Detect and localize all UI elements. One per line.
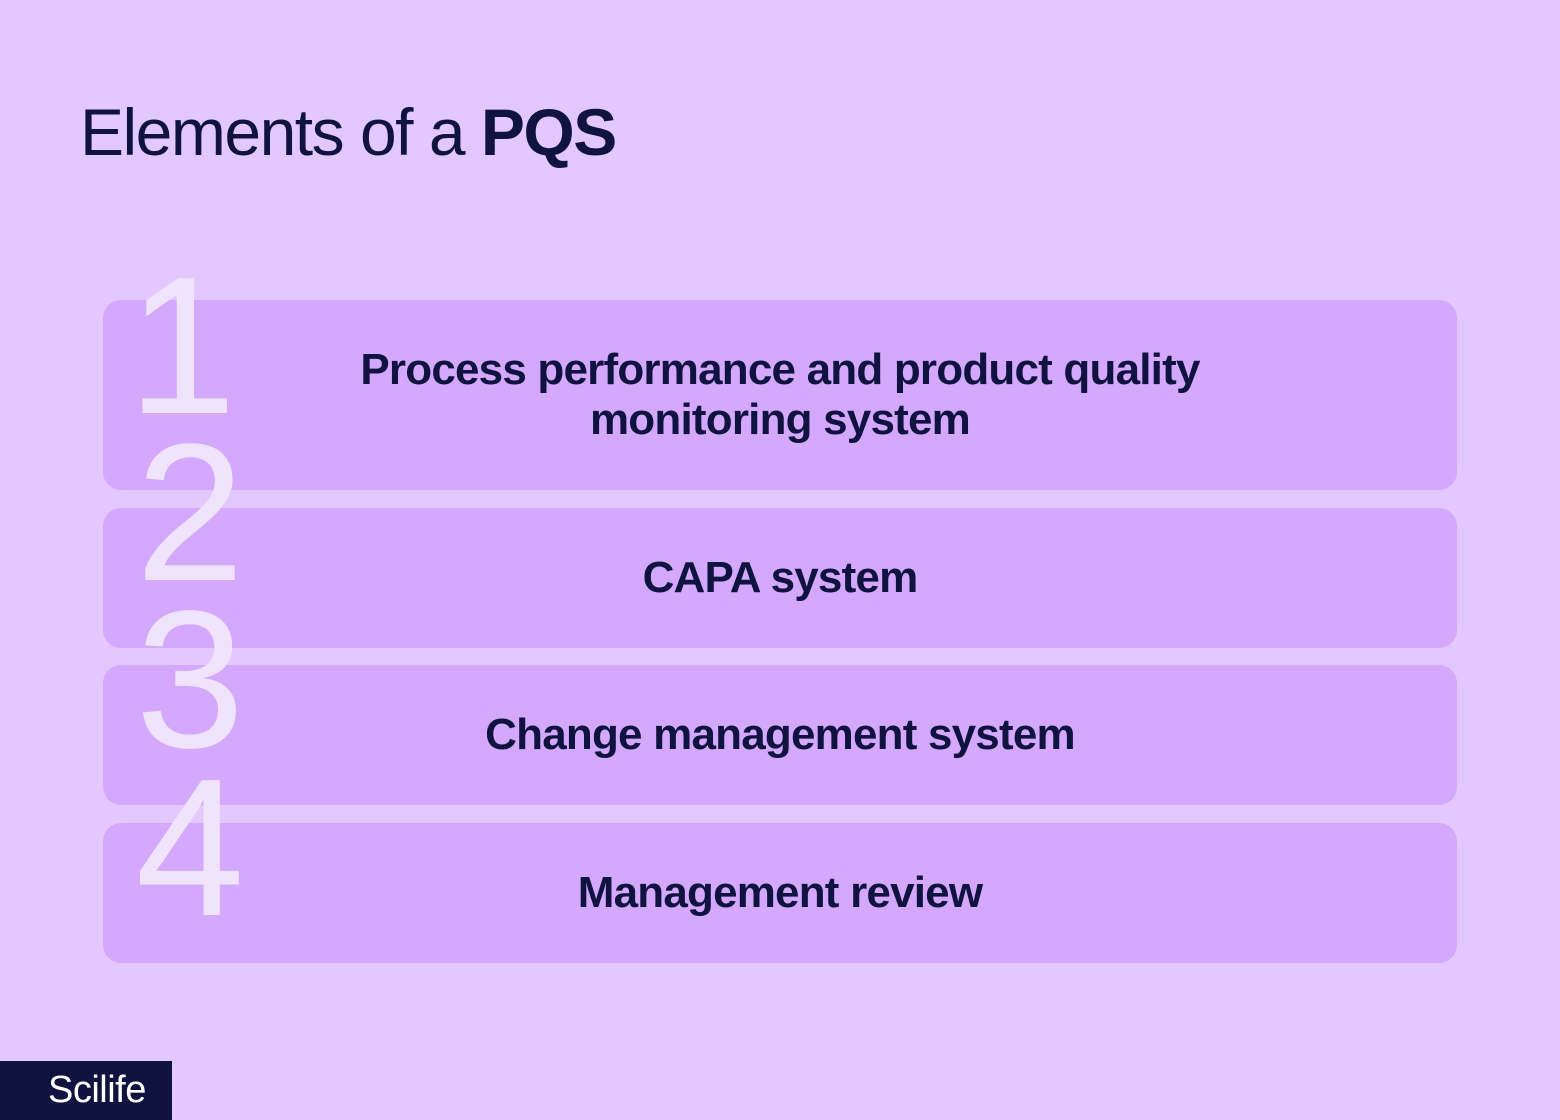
element-label-2: CAPA system [642,553,919,602]
element-number-3: 3 [135,570,245,789]
title-emphasis: PQS [480,95,617,169]
element-label-3: Change management system [485,710,1075,759]
scilife-logo: Scilife [0,1061,172,1120]
element-label-1: Process performance and product quality … [360,345,1200,444]
element-number-4: 4 [135,738,245,957]
element-card-1: Process performance and product quality … [103,300,1457,490]
element-card-4: Management review [103,823,1457,963]
element-card-2: CAPA system [103,508,1457,648]
title-text: Elements of a [80,95,481,169]
element-card-3: Change management system [103,665,1457,805]
element-label-4: Management review [577,868,983,917]
page-title: Elements of a PQS [80,92,617,172]
element-number-1: 1 [127,236,237,455]
element-number-2: 2 [135,403,245,622]
